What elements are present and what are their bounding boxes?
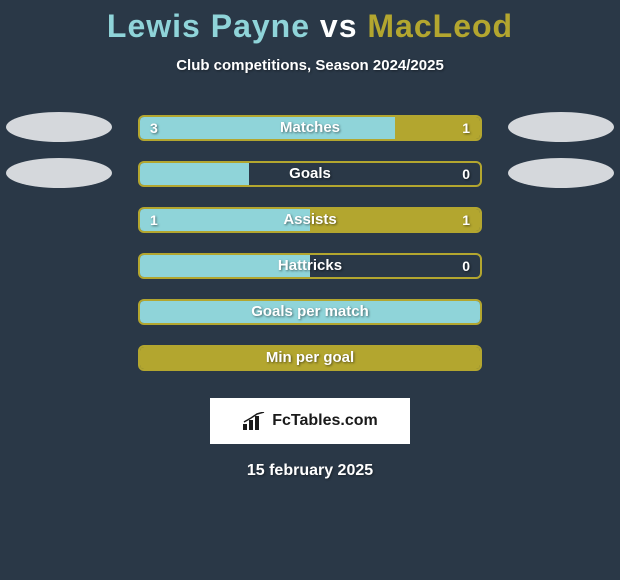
stat-label: Goals [140, 163, 480, 185]
stat-row: Min per goal [0, 334, 620, 380]
stat-value-player1: 3 [150, 117, 158, 139]
stat-row: Goals per match [0, 288, 620, 334]
subtitle: Club competitions, Season 2024/2025 [0, 57, 620, 74]
player2-ellipse [508, 112, 614, 142]
stat-bar: Min per goal [138, 345, 482, 371]
badge-text: FcTables.com [272, 412, 378, 430]
player1-ellipse [6, 158, 112, 188]
stat-label: Matches [140, 117, 480, 139]
stat-row: Goals0 [0, 150, 620, 196]
stat-bar: Hattricks0 [138, 253, 482, 279]
vs-text: vs [320, 8, 358, 44]
player1-ellipse [6, 112, 112, 142]
stat-value-player1: 1 [150, 209, 158, 231]
stat-label: Hattricks [140, 255, 480, 277]
stat-label: Assists [140, 209, 480, 231]
stat-value-player2: 1 [462, 117, 470, 139]
page-title: Lewis Payne vs MacLeod [0, 8, 620, 45]
source-badge: FcTables.com [210, 398, 410, 444]
stat-bar: Assists1 1 [138, 207, 482, 233]
stat-label: Min per goal [140, 347, 480, 369]
stat-bar: Matches3 1 [138, 115, 482, 141]
stat-row: Assists1 1 [0, 196, 620, 242]
stat-row: Hattricks0 [0, 242, 620, 288]
stat-value-player2: 0 [462, 163, 470, 185]
stat-value-player2: 1 [462, 209, 470, 231]
stat-value-player2: 0 [462, 255, 470, 277]
player1-name: Lewis Payne [107, 8, 310, 44]
date-text: 15 february 2025 [0, 462, 620, 480]
stat-bar: Goals0 [138, 161, 482, 187]
comparison-container: Lewis Payne vs MacLeod Club competitions… [0, 0, 620, 480]
chart-icon [242, 412, 266, 430]
player2-ellipse [508, 158, 614, 188]
stat-label: Goals per match [140, 301, 480, 323]
stats-list: Matches31Goals0Assists11Hattricks0Goals … [0, 104, 620, 380]
player2-name: MacLeod [367, 8, 513, 44]
stat-row: Matches3 1 [0, 104, 620, 150]
stat-bar: Goals per match [138, 299, 482, 325]
